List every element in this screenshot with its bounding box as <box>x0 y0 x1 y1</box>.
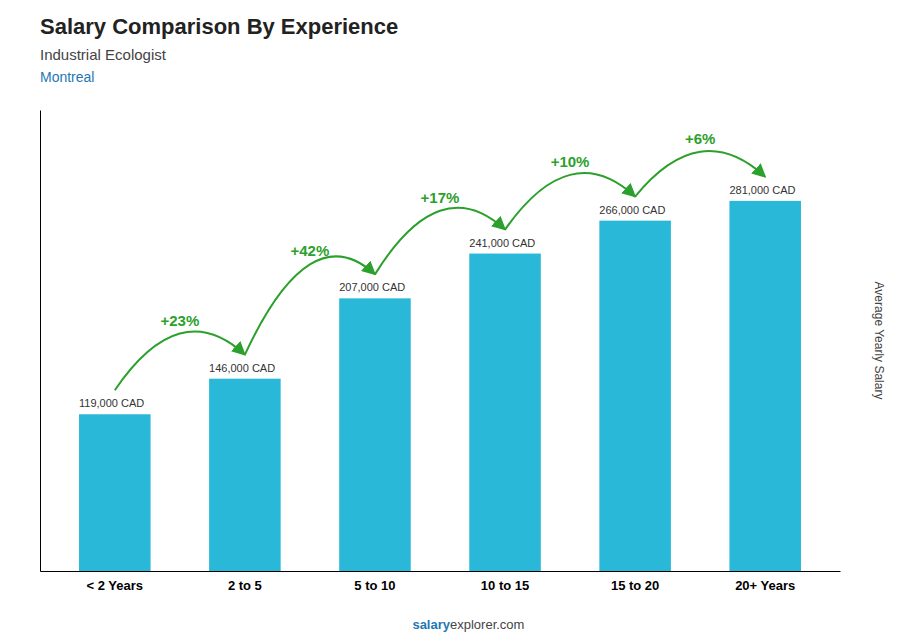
bar <box>339 298 411 571</box>
x-tick: 5 to 10 <box>354 571 395 593</box>
data-label: 146,000 CAD <box>209 362 275 374</box>
pct-annotation: +6% <box>685 130 715 147</box>
y-axis-title: Average Yearly Salary <box>872 282 886 400</box>
y-axis <box>40 111 41 572</box>
growth-arrow <box>635 151 765 197</box>
data-label: 241,000 CAD <box>469 237 535 249</box>
x-axis: < 2 Years 2 to 5 5 to 10 10 to 15 15 to 20 20… <box>41 571 841 593</box>
bar <box>469 254 541 571</box>
x-tick: 10 to 15 <box>481 571 529 593</box>
growth-arrow <box>375 208 505 275</box>
bar <box>599 221 671 571</box>
plot: < 2 Years 2 to 5 5 to 10 10 to 15 15 to 20 20… <box>41 111 841 594</box>
data-labels: 119,000 CAD 146,000 CAD 207,000 CAD 241,000… <box>79 184 796 409</box>
data-label: 119,000 CAD <box>79 397 144 409</box>
data-label: 266,000 CAD <box>599 204 665 216</box>
growth-arrow <box>115 332 245 391</box>
pct-annotation: +10% <box>551 153 590 170</box>
footer: salary <box>412 617 450 632</box>
bar <box>79 414 151 571</box>
bars <box>79 201 801 571</box>
x-axis-line <box>41 571 841 572</box>
chart: Salary Comparison By Experience Industria… <box>0 0 900 641</box>
subtitle: Industrial Ecologist <box>40 46 167 63</box>
x-tick-label: 10 to 15 <box>481 578 529 593</box>
y-axis-line <box>40 111 41 572</box>
bar <box>209 379 281 571</box>
x-tick: 2 to 5 <box>228 571 262 593</box>
x-tick-label: 2 to 5 <box>228 578 262 593</box>
x-tick: 20+ Years <box>735 571 795 593</box>
footer: explorer.com <box>450 617 524 632</box>
pct-annotation: +23% <box>160 312 199 329</box>
bar <box>729 201 801 571</box>
x-tick: 15 to 20 <box>611 571 659 593</box>
x-tick-label: 15 to 20 <box>611 578 659 593</box>
growth-arrow <box>245 256 375 354</box>
subtitle: Montreal <box>40 69 94 85</box>
data-label: 207,000 CAD <box>339 281 405 293</box>
data-label: 281,000 CAD <box>729 184 795 196</box>
title: Salary Comparison By Experience <box>40 14 398 39</box>
pct-annotation: +42% <box>291 242 330 259</box>
x-tick-label: 5 to 10 <box>354 578 395 593</box>
annotations: +23% +42% +17% +10% +6% <box>115 130 765 390</box>
x-tick: < 2 Years <box>87 571 144 593</box>
x-tick-label: 20+ Years <box>735 578 795 593</box>
growth-arrow <box>505 173 635 229</box>
pct-annotation: +17% <box>421 189 460 206</box>
x-tick-label: < 2 Years <box>87 578 144 593</box>
